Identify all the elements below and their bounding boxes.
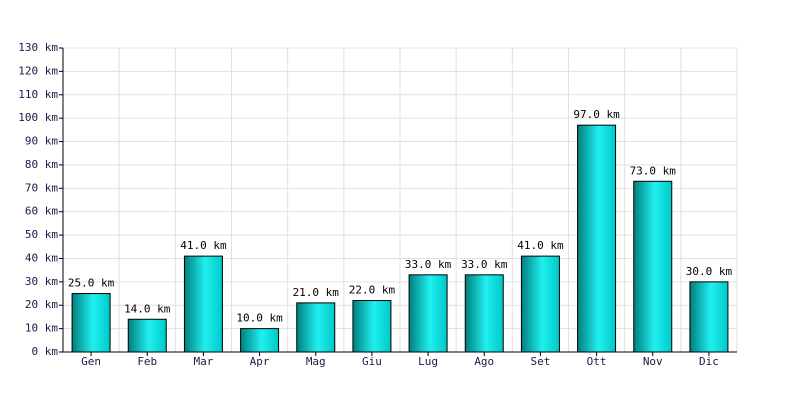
y-tick-label: 0 km xyxy=(32,345,59,358)
value-label: 73.0 km xyxy=(630,164,677,177)
bar xyxy=(633,180,673,353)
value-label: 25.0 km xyxy=(68,277,115,290)
x-tick-label: Ott xyxy=(587,355,607,368)
y-tick-label: 120 km xyxy=(18,64,58,77)
value-label: 33.0 km xyxy=(405,258,452,271)
y-tick-label: 20 km xyxy=(25,298,58,311)
y-tick-label: 130 km xyxy=(18,41,58,54)
y-tick-label: 50 km xyxy=(25,228,58,241)
x-tick-label: Mar xyxy=(193,355,213,368)
bar xyxy=(689,281,729,353)
x-tick-label: Giu xyxy=(362,355,382,368)
y-tick-label: 100 km xyxy=(18,111,58,124)
bar xyxy=(127,318,167,353)
value-label: 97.0 km xyxy=(573,108,620,121)
bar xyxy=(240,328,280,353)
x-tick-label: Set xyxy=(530,355,550,368)
y-tick-label: 110 km xyxy=(18,88,58,101)
bar xyxy=(352,300,392,353)
y-tick-label: 60 km xyxy=(25,205,58,218)
x-tick-label: Feb xyxy=(137,355,157,368)
value-label: 22.0 km xyxy=(349,284,396,297)
bar xyxy=(71,293,111,353)
x-tick-label: Ago xyxy=(474,355,494,368)
x-tick-label: Dic xyxy=(699,355,719,368)
y-tick-label: 10 km xyxy=(25,322,58,335)
bar xyxy=(577,124,617,353)
value-label: 41.0 km xyxy=(180,239,227,252)
bar xyxy=(183,255,223,353)
value-label: 10.0 km xyxy=(236,312,283,325)
x-tick-label: Gen xyxy=(81,355,101,368)
y-tick-label: 30 km xyxy=(25,275,58,288)
value-label: 33.0 km xyxy=(461,258,508,271)
bar xyxy=(408,274,448,353)
y-tick-label: 70 km xyxy=(25,181,58,194)
x-tick-label: Apr xyxy=(250,355,270,368)
y-tick-label: 90 km xyxy=(25,135,58,148)
bar xyxy=(296,302,336,353)
y-tick-label: 40 km xyxy=(25,251,58,264)
x-tick-label: Lug xyxy=(418,355,438,368)
y-tick-label: 80 km xyxy=(25,158,58,171)
bar xyxy=(464,274,504,353)
value-label: 21.0 km xyxy=(293,286,340,299)
value-label: 41.0 km xyxy=(517,239,564,252)
value-label: 14.0 km xyxy=(124,302,171,315)
x-tick-label: Mag xyxy=(306,355,326,368)
bar xyxy=(520,255,560,353)
value-label: 30.0 km xyxy=(686,265,733,278)
x-tick-label: Nov xyxy=(643,355,663,368)
